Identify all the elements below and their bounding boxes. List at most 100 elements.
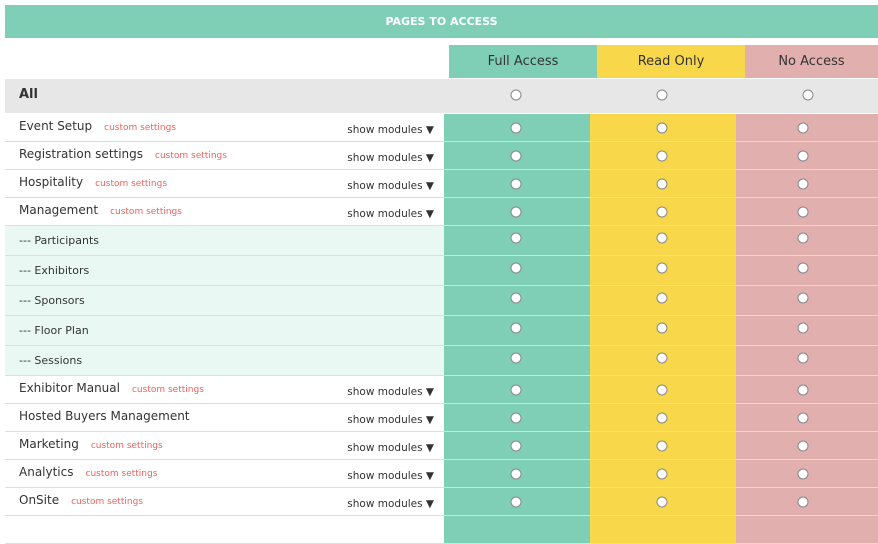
full-access-radio[interactable]	[510, 412, 522, 424]
row-label-cell: Exhibitor Manual custom settings show modu…	[5, 376, 444, 403]
full-access-radio[interactable]	[510, 352, 522, 364]
custom-settings-link[interactable]: custom settings	[104, 123, 177, 133]
page-row: --- Floor Plan	[5, 316, 878, 346]
all-read-only-radio[interactable]	[656, 89, 668, 101]
row-label-cell: --- Floor Plan	[5, 316, 444, 345]
show-modules-toggle[interactable]: show modules ▼	[347, 386, 434, 398]
full-access-radio[interactable]	[510, 150, 522, 162]
page-row: --- Participants	[5, 226, 878, 256]
section-title: PAGES TO ACCESS	[385, 15, 498, 28]
full-access-radio[interactable]	[510, 496, 522, 508]
read-only-radio[interactable]	[656, 150, 668, 162]
custom-settings-link[interactable]: custom settings	[90, 441, 163, 451]
row-label-cell: Registration settings custom settings show…	[5, 142, 444, 169]
custom-settings-link[interactable]: custom settings	[85, 469, 158, 479]
full-access-radio[interactable]	[510, 232, 522, 244]
read-only-cell	[590, 376, 736, 403]
read-only-cell	[590, 316, 736, 345]
read-only-radio[interactable]	[656, 122, 668, 134]
full-access-radio[interactable]	[510, 468, 522, 480]
page-name: Hospitality custom settings	[19, 175, 167, 189]
no-access-radio[interactable]	[797, 468, 809, 480]
page-row: Hospitality custom settings show modules ▼	[5, 170, 878, 198]
no-access-radio[interactable]	[797, 206, 809, 218]
no-access-radio[interactable]	[797, 292, 809, 304]
read-only-radio[interactable]	[656, 384, 668, 396]
no-access-cell	[736, 488, 878, 515]
read-only-cell	[590, 404, 736, 431]
full-access-cell	[444, 256, 590, 285]
show-modules-toggle[interactable]: show modules ▼	[347, 180, 434, 192]
page-row: --- Exhibitors	[5, 256, 878, 286]
read-only-radio[interactable]	[656, 412, 668, 424]
read-only-radio[interactable]	[656, 322, 668, 334]
full-access-cell	[444, 346, 590, 375]
page-name: --- Sessions	[19, 354, 82, 367]
no-access-cell	[736, 286, 878, 315]
page-name: Registration settings custom settings	[19, 147, 227, 161]
read-only-radio[interactable]	[656, 178, 668, 190]
no-access-radio[interactable]	[797, 496, 809, 508]
read-only-radio[interactable]	[656, 292, 668, 304]
page-name: OnSite custom settings	[19, 493, 143, 507]
full-access-radio[interactable]	[510, 384, 522, 396]
full-access-radio[interactable]	[510, 122, 522, 134]
show-modules-toggle[interactable]: show modules ▼	[347, 208, 434, 220]
read-only-cell	[590, 516, 736, 543]
read-only-radio[interactable]	[656, 496, 668, 508]
no-access-radio[interactable]	[797, 322, 809, 334]
row-label-cell: Hosted Buyers Management show modules ▼	[5, 404, 444, 431]
no-access-cell	[736, 226, 878, 255]
no-access-radio[interactable]	[797, 150, 809, 162]
show-modules-toggle[interactable]: show modules ▼	[347, 414, 434, 426]
full-access-radio[interactable]	[510, 262, 522, 274]
full-access-cell	[444, 142, 590, 169]
no-access-cell	[736, 316, 878, 345]
custom-settings-link[interactable]: custom settings	[110, 207, 182, 217]
no-access-radio[interactable]	[797, 262, 809, 274]
no-access-cell	[736, 114, 878, 141]
page-name-text: --- Sessions	[19, 354, 83, 367]
full-access-radio[interactable]	[510, 292, 522, 304]
full-access-radio[interactable]	[510, 206, 522, 218]
all-full-access-radio[interactable]	[510, 89, 522, 101]
page-name-text: Hosted Buyers Management	[19, 409, 190, 423]
show-modules-toggle[interactable]: show modules ▼	[347, 442, 434, 454]
read-only-radio[interactable]	[656, 262, 668, 274]
read-only-radio[interactable]	[656, 352, 668, 364]
no-access-radio[interactable]	[797, 352, 809, 364]
no-access-radio[interactable]	[797, 232, 809, 244]
read-only-radio[interactable]	[656, 440, 668, 452]
read-only-cell	[590, 198, 736, 225]
no-access-radio[interactable]	[797, 178, 809, 190]
row-label-cell: Hospitality custom settings show modules ▼	[5, 170, 444, 197]
no-access-radio[interactable]	[797, 384, 809, 396]
page-name: --- Exhibitors	[19, 264, 89, 277]
all-no-access-radio[interactable]	[802, 89, 814, 101]
full-access-cell	[444, 460, 590, 487]
custom-settings-link[interactable]: custom settings	[155, 151, 227, 161]
read-only-radio[interactable]	[656, 206, 668, 218]
row-label-cell: Event Setup custom settings show modules ▼	[5, 114, 444, 141]
page-name-text: Exhibitor Manual	[19, 381, 120, 395]
no-access-radio[interactable]	[797, 122, 809, 134]
show-modules-toggle[interactable]: show modules ▼	[347, 124, 434, 136]
read-only-radio[interactable]	[656, 468, 668, 480]
full-access-radio[interactable]	[510, 440, 522, 452]
no-access-radio[interactable]	[797, 412, 809, 424]
read-only-radio[interactable]	[656, 232, 668, 244]
full-access-cell	[444, 286, 590, 315]
show-modules-toggle[interactable]: show modules ▼	[347, 152, 434, 164]
row-label-cell: --- Participants	[5, 226, 444, 255]
show-modules-toggle[interactable]: show modules ▼	[347, 498, 434, 510]
custom-settings-link[interactable]: custom settings	[131, 385, 204, 395]
no-access-radio[interactable]	[797, 440, 809, 452]
full-access-radio[interactable]	[510, 178, 522, 190]
custom-settings-link[interactable]: custom settings	[71, 497, 143, 507]
page-row: OnSite custom settings show modules ▼	[5, 488, 878, 516]
row-label-cell: --- Sponsors	[5, 286, 444, 315]
custom-settings-link[interactable]: custom settings	[95, 179, 168, 189]
full-access-radio[interactable]	[510, 322, 522, 334]
full-access-cell	[444, 316, 590, 345]
show-modules-toggle[interactable]: show modules ▼	[347, 470, 434, 482]
